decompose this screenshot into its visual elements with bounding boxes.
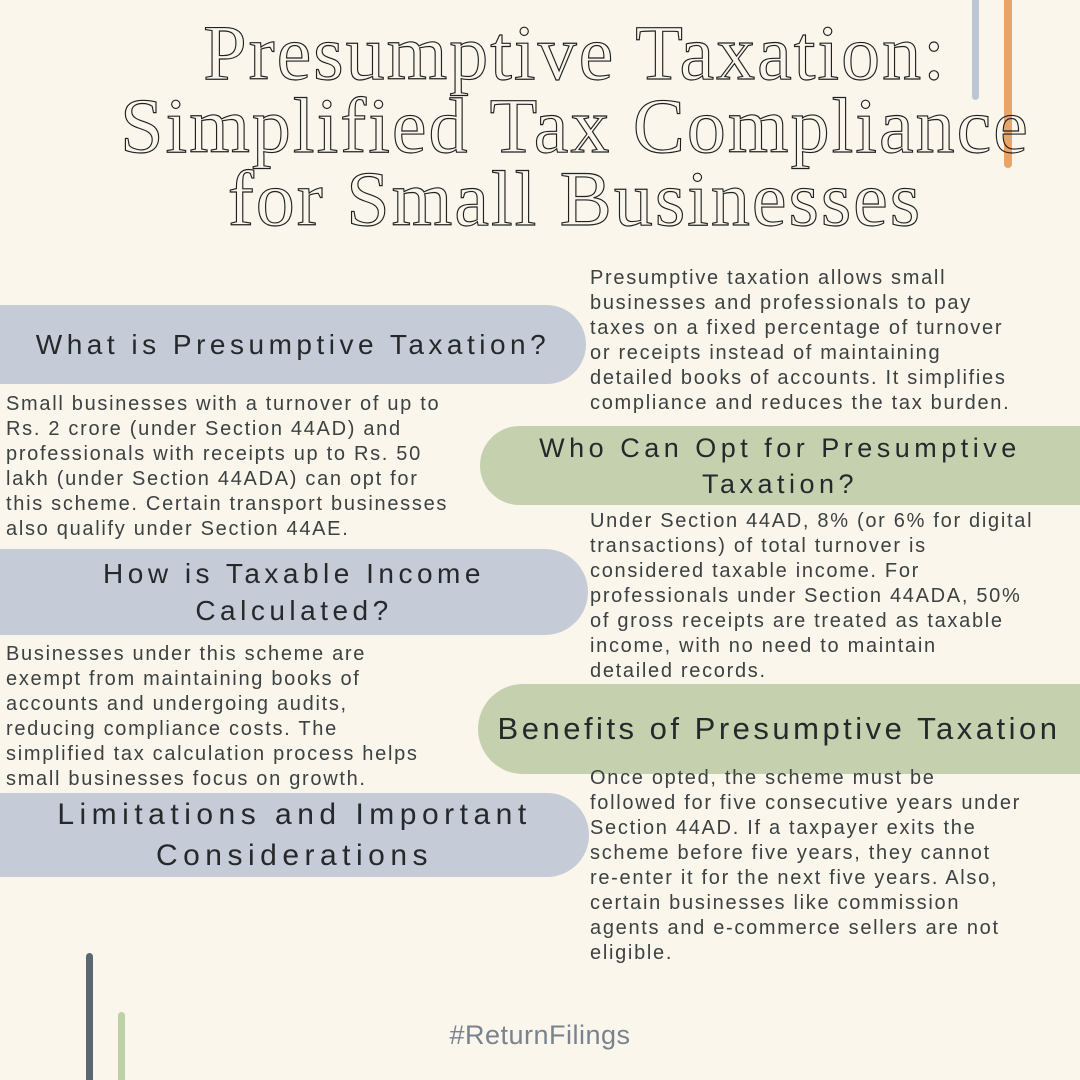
section-heading-who-can-opt: Who Can Opt for Presumptive Taxation? [480,426,1080,505]
section-heading-label: Who Can Opt for Presumptive Taxation? [539,432,1021,499]
paragraph-definition: Presumptive taxation allows small busine… [590,267,1011,414]
section-heading-label: What is Presumptive Taxation? [35,328,551,360]
section-heading-how-is-taxable-income-calculated: How is Taxable Income Calculated? [0,549,588,635]
paragraph-eligibility: Small businesses with a turnover of up t… [6,393,449,540]
section-heading-label: How is Taxable Income Calculated? [103,558,485,626]
section-heading-label: Benefits of Presumptive Taxation [497,711,1061,746]
decorative-line-bottom-dark [86,953,93,1080]
page-title: Presumptive Taxation: Simplified Tax Com… [120,9,1030,242]
paragraph-rates: Under Section 44AD, 8% (or 6% for digita… [590,510,1034,682]
paragraph-rules: Once opted, the scheme must be followed … [590,767,1021,964]
section-heading-limitations-considerations: Limitations and Important Considerations [0,793,589,877]
hashtag-return-filings: #ReturnFilings [449,1020,631,1050]
decorative-line-top-orange [1004,0,1012,168]
paragraph-exemptions: Businesses under this scheme are exempt … [6,643,419,790]
section-heading-benefits: Benefits of Presumptive Taxation [478,684,1080,774]
decorative-line-bottom-sage [118,1012,125,1080]
section-heading-label: Limitations and Important Considerations [57,798,532,872]
section-heading-what-is-presumptive-taxation: What is Presumptive Taxation? [0,305,586,384]
decorative-line-top-gray [972,0,979,100]
